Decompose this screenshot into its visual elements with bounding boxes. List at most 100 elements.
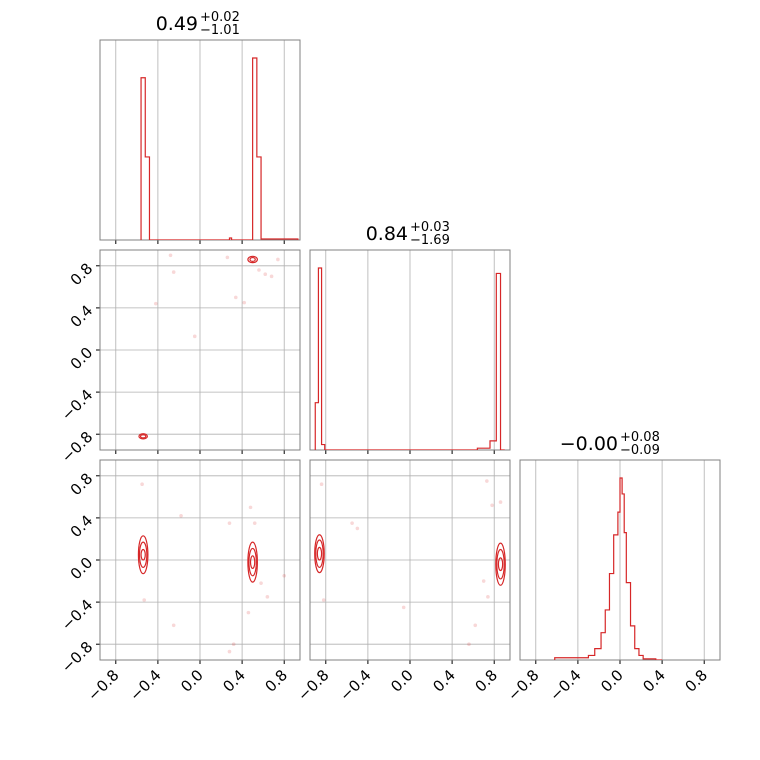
scatter-point (467, 642, 471, 647)
x-tick-label: 0.0 (387, 666, 417, 696)
contour-level (497, 557, 504, 572)
x-tick-label: −0.4 (336, 666, 374, 704)
scatter-point (171, 270, 176, 274)
histogram-1 (314, 267, 505, 450)
x-tick-label: −0.4 (126, 666, 164, 704)
scatter-point (257, 268, 261, 272)
scatter-point (490, 503, 494, 508)
scatter-point (269, 274, 274, 279)
y-tick-label: −0.8 (58, 638, 96, 676)
panel-frame (519, 459, 721, 661)
x-tick-label: 0.4 (429, 666, 459, 696)
contour-level (138, 433, 148, 440)
scatter-point (171, 623, 176, 628)
title-median: −0.00 (560, 433, 618, 455)
panel-content (554, 477, 663, 660)
contour-level (248, 547, 257, 577)
contour-level (247, 541, 258, 583)
contour-level (315, 539, 324, 568)
panel-frame (99, 459, 301, 661)
scatter-point (319, 482, 324, 487)
contour-level (138, 541, 148, 568)
histogram-2 (554, 477, 663, 660)
contour-level (316, 546, 323, 561)
panel-content (314, 267, 505, 450)
y-tick-label: 0.0 (67, 554, 97, 584)
x-tick-label: −0.8 (294, 666, 332, 704)
scatter-point (259, 581, 263, 585)
x-tick-label: 0.0 (177, 666, 207, 696)
panel-frame (309, 459, 511, 661)
scatter-point (227, 521, 232, 525)
y-tick-label: 0.4 (67, 512, 97, 542)
scatter-point (321, 598, 326, 602)
title-plus: +0.08 (620, 430, 660, 445)
scatter-point (192, 334, 197, 339)
panel-0-0 (99, 39, 301, 244)
scatter-point (168, 253, 173, 258)
y-tick-label: 0.8 (67, 469, 97, 499)
x-tick-label: 0.4 (219, 666, 249, 696)
title-minus: −1.01 (200, 23, 240, 38)
title-minus: −0.09 (620, 443, 660, 458)
contour-level (496, 548, 505, 580)
y-tick-label: −0.4 (58, 386, 96, 424)
contour-level (137, 535, 149, 575)
title-median: 0.49 (156, 13, 198, 35)
scatter-point (252, 521, 257, 525)
scatter-point (140, 482, 144, 487)
x-tick-label: 0.0 (597, 666, 627, 696)
panel-content (140, 57, 299, 240)
scatter-point (248, 505, 253, 510)
title-plus: +0.03 (410, 220, 450, 235)
y-tick-label: 0.8 (67, 259, 97, 289)
panel-content (137, 482, 287, 654)
scatter-point (473, 623, 478, 628)
contour-level (249, 256, 256, 262)
panel-title-2: −0.00 +0.08−0.09 (560, 430, 660, 458)
scatter-point (401, 605, 406, 610)
x-tick-label: 0.8 (471, 666, 501, 696)
scatter-point (498, 500, 503, 504)
y-tick-label: 0.0 (67, 344, 97, 374)
scatter-point (481, 579, 486, 583)
contour-level (139, 434, 147, 439)
scatter-point (265, 595, 270, 599)
scatter-point (242, 300, 247, 305)
x-tick-label: 0.8 (681, 666, 711, 696)
contour-level (249, 555, 256, 570)
panel-2-1 (309, 459, 511, 664)
y-tick-label: 0.4 (67, 302, 97, 332)
x-tick-label: −0.8 (504, 666, 542, 704)
title-plus: +0.02 (200, 10, 240, 25)
title-median: 0.84 (366, 223, 408, 245)
panel-content (138, 253, 280, 440)
contour-level (495, 542, 506, 586)
scatter-point (276, 257, 280, 262)
panel-1-1 (309, 249, 511, 454)
panel-2-2 (519, 459, 721, 664)
scatter-point (355, 526, 360, 531)
x-tick-label: 0.4 (639, 666, 669, 696)
contour-level (314, 534, 325, 574)
panel-title-0: 0.49 +0.02−1.01 (156, 10, 240, 38)
scatter-point (485, 479, 489, 483)
contour-level (140, 548, 146, 561)
scatter-point (179, 513, 183, 518)
scatter-point (231, 642, 236, 647)
scatter-point (225, 255, 230, 260)
scatter-point (233, 295, 238, 300)
histogram-0 (140, 57, 299, 240)
title-minus: −1.69 (410, 233, 450, 248)
contour-level (247, 255, 258, 264)
scatter-point (227, 649, 232, 654)
panel-2-0 (96, 459, 301, 664)
panel-content (314, 479, 506, 647)
scatter-point (246, 610, 251, 615)
x-tick-label: −0.8 (84, 666, 122, 704)
scatter-point (263, 272, 268, 277)
scatter-point (350, 521, 354, 525)
panel-frame (99, 249, 301, 451)
y-tick-label: −0.4 (58, 596, 96, 634)
